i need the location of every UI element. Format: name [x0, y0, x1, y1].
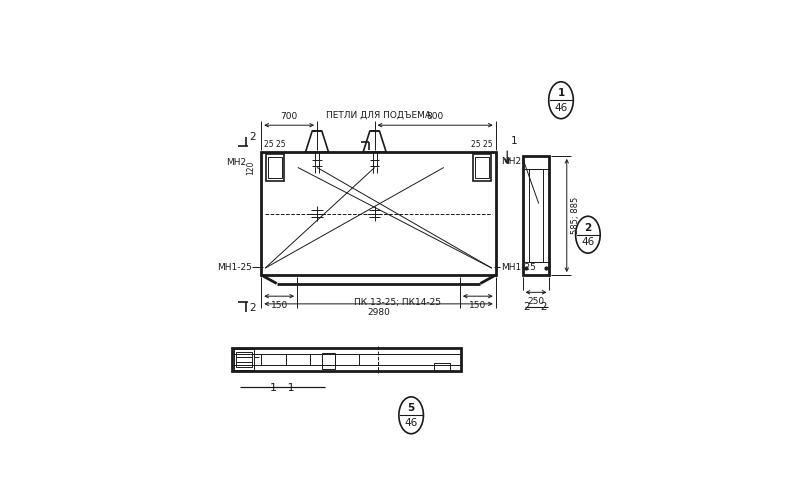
Text: 2980: 2980: [367, 308, 390, 317]
Bar: [472, 154, 491, 181]
Text: МН1-25: МН1-25: [501, 263, 536, 272]
Bar: [232, 348, 461, 371]
Bar: [530, 169, 542, 261]
Text: МН2: МН2: [501, 157, 521, 166]
Text: 120: 120: [247, 160, 256, 175]
Text: 150: 150: [469, 301, 487, 310]
Text: 150: 150: [271, 301, 288, 310]
Text: 2: 2: [249, 303, 256, 313]
Bar: [322, 353, 335, 369]
Text: 2: 2: [249, 132, 256, 142]
Text: 25 25: 25 25: [471, 140, 492, 149]
Bar: [236, 352, 252, 367]
Bar: [434, 363, 450, 371]
Text: МН1-25: МН1-25: [217, 263, 251, 272]
Text: 5: 5: [408, 403, 415, 413]
Text: ПК 13-25; ПК14-25: ПК 13-25; ПК14-25: [354, 298, 441, 307]
Bar: [522, 261, 550, 275]
Bar: [235, 349, 254, 370]
Text: 585; 885: 585; 885: [571, 197, 580, 234]
Text: 46: 46: [405, 418, 418, 428]
Text: 1: 1: [558, 88, 565, 98]
Text: 1: 1: [511, 136, 517, 146]
Text: 25 25: 25 25: [264, 140, 286, 149]
Text: ПЕТЛИ ДЛЯ ПОДЪЕМА: ПЕТЛИ ДЛЯ ПОДЪЕМА: [326, 110, 431, 119]
Bar: [266, 154, 285, 181]
Bar: [261, 152, 496, 275]
Text: 46: 46: [581, 238, 595, 248]
Text: МН2: МН2: [226, 158, 247, 167]
Text: 1 · 1: 1 · 1: [271, 383, 295, 393]
Text: 800: 800: [426, 112, 444, 121]
Text: 46: 46: [555, 103, 567, 113]
Bar: [475, 157, 488, 178]
Text: 2: 2: [584, 223, 592, 233]
Bar: [522, 156, 550, 169]
Text: 250: 250: [527, 297, 545, 306]
Text: 700: 700: [280, 112, 297, 121]
Text: 2 - 2: 2 - 2: [524, 302, 548, 312]
Bar: [522, 156, 550, 275]
Bar: [268, 157, 282, 178]
